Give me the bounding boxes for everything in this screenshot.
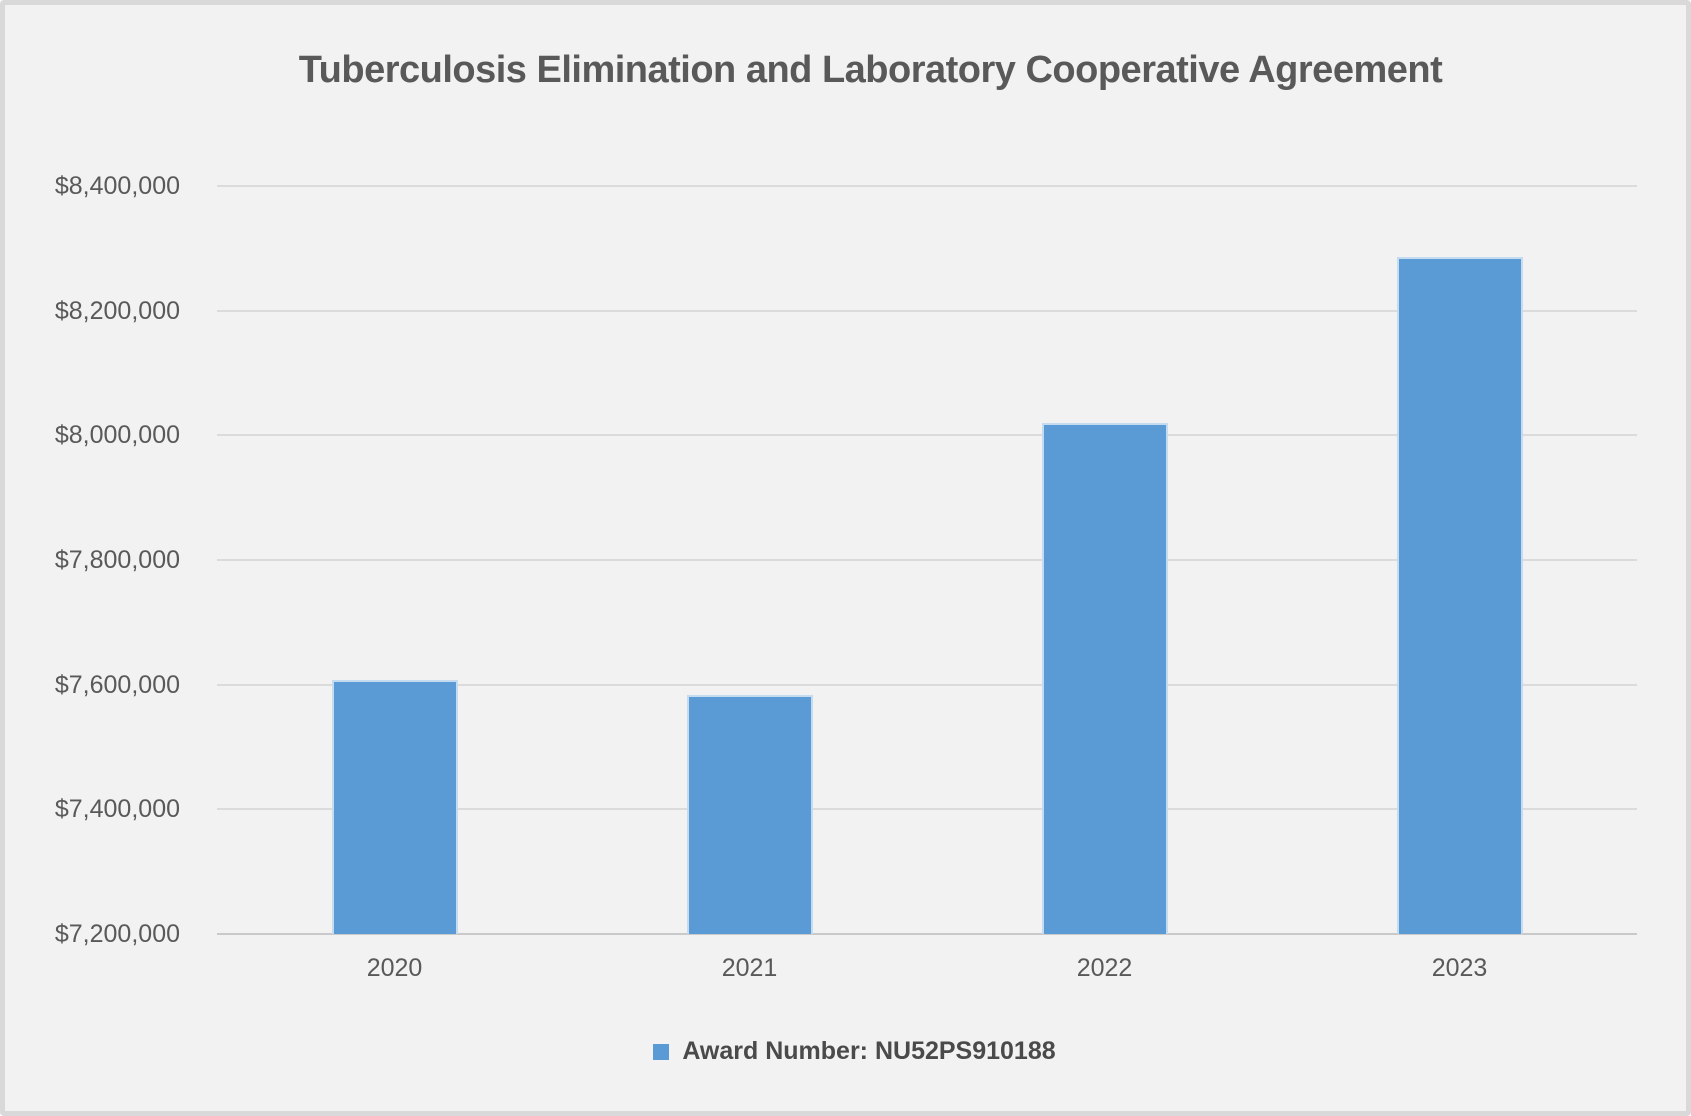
gridline-8400000 — [217, 185, 1637, 187]
x-axis-tick-label-2020: 2020 — [366, 954, 423, 982]
gridline-8000000 — [217, 434, 1637, 437]
x-axis-tick-label-2021: 2021 — [721, 954, 778, 982]
gridline-8200000 — [217, 309, 1637, 312]
y-axis-tick-label: $7,400,000 — [54, 795, 180, 824]
y-axis-tick-label: $7,800,000 — [54, 546, 180, 574]
x-axis-tick-label-2023: 2023 — [1431, 954, 1488, 982]
bar-2022 — [1041, 422, 1168, 934]
gridline-7800000 — [217, 559, 1637, 561]
y-axis-tick-label: $7,600,000 — [54, 670, 180, 699]
bar-2020 — [331, 679, 458, 934]
chart-title: Tuberculosis Elimination and Laboratory … — [298, 49, 1443, 91]
gridline-7600000 — [217, 683, 1637, 686]
plot-area — [217, 185, 1637, 935]
gridline-7200000 — [217, 933, 1637, 935]
y-axis-tick-label: $8,000,000 — [54, 421, 180, 450]
y-axis-tick-label: $8,200,000 — [54, 296, 180, 325]
legend: Award Number: NU52PS910188 — [5, 1037, 1686, 1066]
bar-2021 — [686, 695, 813, 934]
gridline-7400000 — [217, 808, 1637, 811]
legend-series-label: Award Number: NU52PS910188 — [682, 1037, 1056, 1065]
y-axis-tick-label: $8,400,000 — [54, 172, 180, 200]
legend-swatch-icon — [653, 1043, 670, 1060]
bar-2023 — [1396, 257, 1523, 934]
y-axis-tick-label: $7,200,000 — [54, 920, 180, 948]
x-axis-tick-label-2022: 2022 — [1076, 954, 1133, 982]
